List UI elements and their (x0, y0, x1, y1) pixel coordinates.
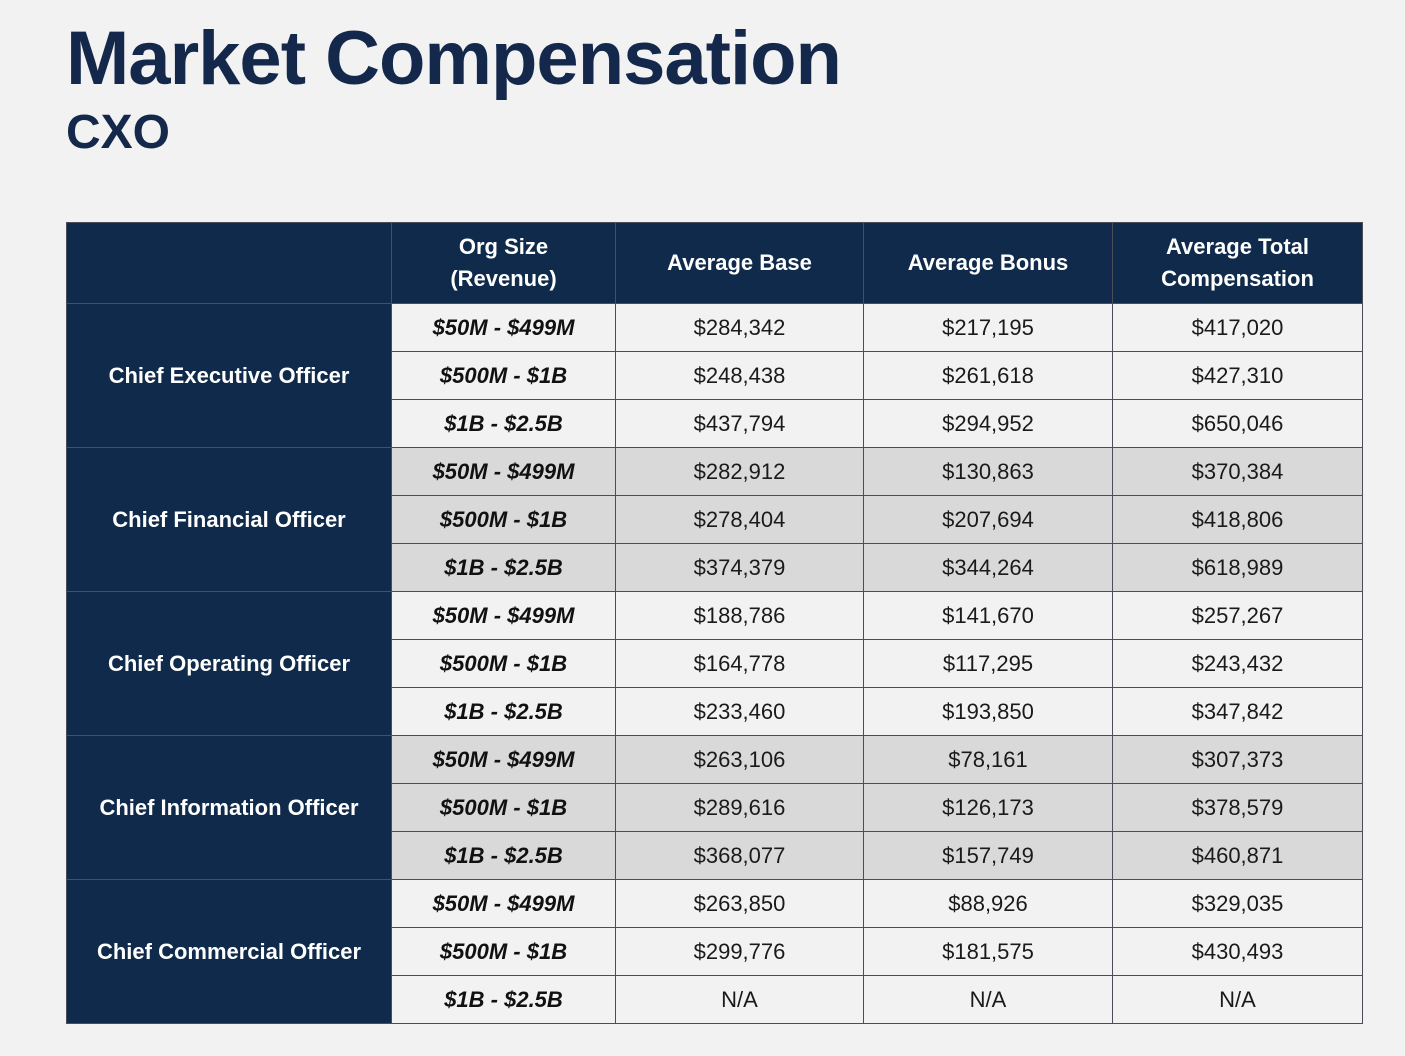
page-title: Market Compensation (66, 16, 842, 101)
org-size-cell: $1B - $2.5B (391, 831, 616, 880)
table-row: $1B - $2.5B $368,077 $157,749 $460,871 (67, 831, 1363, 880)
average-bonus-cell: $78,161 (863, 735, 1113, 784)
page-subtitle: CXO (66, 106, 171, 159)
average-bonus-cell: $130,863 (863, 447, 1113, 496)
org-size-cell: $50M - $499M (391, 591, 616, 640)
table-row: $1B - $2.5B $437,794 $294,952 $650,046 (67, 399, 1363, 448)
role-label: Chief Executive Officer (66, 303, 392, 448)
average-bonus-cell: N/A (863, 975, 1113, 1024)
table-row: Chief Information Officer $50M - $499M $26… (66, 735, 1363, 880)
table-row: Chief Operating Officer $50M - $499M $188,… (66, 591, 1363, 736)
average-base-cell: $282,912 (615, 447, 864, 496)
average-base-cell: $289,616 (615, 783, 864, 832)
org-size-cell: $50M - $499M (391, 447, 616, 496)
average-bonus-cell: $217,195 (863, 303, 1113, 352)
average-bonus-cell: $88,926 (863, 879, 1113, 928)
org-size-cell: $1B - $2.5B (391, 399, 616, 448)
average-total-cell: $430,493 (1112, 927, 1363, 976)
average-total-cell: $417,020 (1112, 303, 1363, 352)
org-size-cell: $500M - $1B (391, 495, 616, 544)
average-total-cell: $257,267 (1112, 591, 1363, 640)
org-size-cell: $1B - $2.5B (391, 543, 616, 592)
role-label: Chief Financial Officer (66, 447, 392, 592)
average-base-cell: $374,379 (615, 543, 864, 592)
table-row: $500M - $1B $278,404 $207,694 $418,806 (67, 495, 1363, 544)
org-size-cell: $1B - $2.5B (391, 975, 616, 1024)
average-total-cell: $307,373 (1112, 735, 1363, 784)
header-average-total-compensation: Average Total Compensation (1112, 222, 1363, 304)
average-base-cell: $299,776 (615, 927, 864, 976)
average-base-cell: $368,077 (615, 831, 864, 880)
table-row: $500M - $1B $164,778 $117,295 $243,432 (67, 639, 1363, 688)
average-bonus-cell: $181,575 (863, 927, 1113, 976)
role-label: Chief Operating Officer (66, 591, 392, 736)
average-bonus-cell: $344,264 (863, 543, 1113, 592)
average-base-cell: $437,794 (615, 399, 864, 448)
average-base-cell: $188,786 (615, 591, 864, 640)
average-base-cell: N/A (615, 975, 864, 1024)
table-row: Chief Executive Officer $50M - $499M $284,… (66, 303, 1363, 448)
average-bonus-cell: $294,952 (863, 399, 1113, 448)
average-total-cell: $378,579 (1112, 783, 1363, 832)
table-row: Chief Financial Officer $50M - $499M $282,… (66, 447, 1363, 592)
table-row: $1B - $2.5B $233,460 $193,850 $347,842 (67, 687, 1363, 736)
org-size-cell: $1B - $2.5B (391, 687, 616, 736)
average-bonus-cell: $117,295 (863, 639, 1113, 688)
average-bonus-cell: $141,670 (863, 591, 1113, 640)
role-label: Chief Information Officer (66, 735, 392, 880)
header-average-bonus: Average Bonus (863, 222, 1113, 304)
org-size-cell: $50M - $499M (391, 735, 616, 784)
average-total-cell: N/A (1112, 975, 1363, 1024)
average-total-cell: $460,871 (1112, 831, 1363, 880)
average-total-cell: $347,842 (1112, 687, 1363, 736)
org-size-cell: $500M - $1B (391, 639, 616, 688)
average-bonus-cell: $261,618 (863, 351, 1113, 400)
average-base-cell: $263,850 (615, 879, 864, 928)
average-total-cell: $329,035 (1112, 879, 1363, 928)
average-total-cell: $618,989 (1112, 543, 1363, 592)
average-base-cell: $278,404 (615, 495, 864, 544)
average-base-cell: $164,778 (615, 639, 864, 688)
header-row: Org Size (Revenue) Average Base Average … (66, 222, 1363, 304)
table-body: Chief Executive Officer $50M - $499M $284,… (66, 303, 1363, 1024)
role-label: Chief Commercial Officer (66, 879, 392, 1024)
average-total-cell: $243,432 (1112, 639, 1363, 688)
average-base-cell: $233,460 (615, 687, 864, 736)
table-row: Chief Commercial Officer $50M - $499M $263… (66, 879, 1363, 1024)
header-average-base: Average Base (615, 222, 864, 304)
header-org-size: Org Size (Revenue) (391, 222, 616, 304)
org-size-cell: $50M - $499M (391, 303, 616, 352)
average-bonus-cell: $126,173 (863, 783, 1113, 832)
org-size-cell: $500M - $1B (391, 783, 616, 832)
average-total-cell: $650,046 (1112, 399, 1363, 448)
average-total-cell: $370,384 (1112, 447, 1363, 496)
average-base-cell: $248,438 (615, 351, 864, 400)
org-size-cell: $500M - $1B (391, 351, 616, 400)
table-row: $500M - $1B $289,616 $126,173 $378,579 (67, 783, 1363, 832)
average-bonus-cell: $193,850 (863, 687, 1113, 736)
org-size-cell: $500M - $1B (391, 927, 616, 976)
table-header: Org Size (Revenue) Average Base Average … (66, 222, 1363, 304)
org-size-cell: $50M - $499M (391, 879, 616, 928)
average-base-cell: $263,106 (615, 735, 864, 784)
average-base-cell: $284,342 (615, 303, 864, 352)
average-bonus-cell: $207,694 (863, 495, 1113, 544)
average-bonus-cell: $157,749 (863, 831, 1113, 880)
table-row: $500M - $1B $248,438 $261,618 $427,310 (67, 351, 1363, 400)
average-total-cell: $427,310 (1112, 351, 1363, 400)
average-total-cell: $418,806 (1112, 495, 1363, 544)
header-role (66, 222, 392, 304)
compensation-table: Org Size (Revenue) Average Base Average … (66, 222, 1363, 1024)
table-row: $1B - $2.5B N/A N/A N/A (67, 975, 1363, 1024)
